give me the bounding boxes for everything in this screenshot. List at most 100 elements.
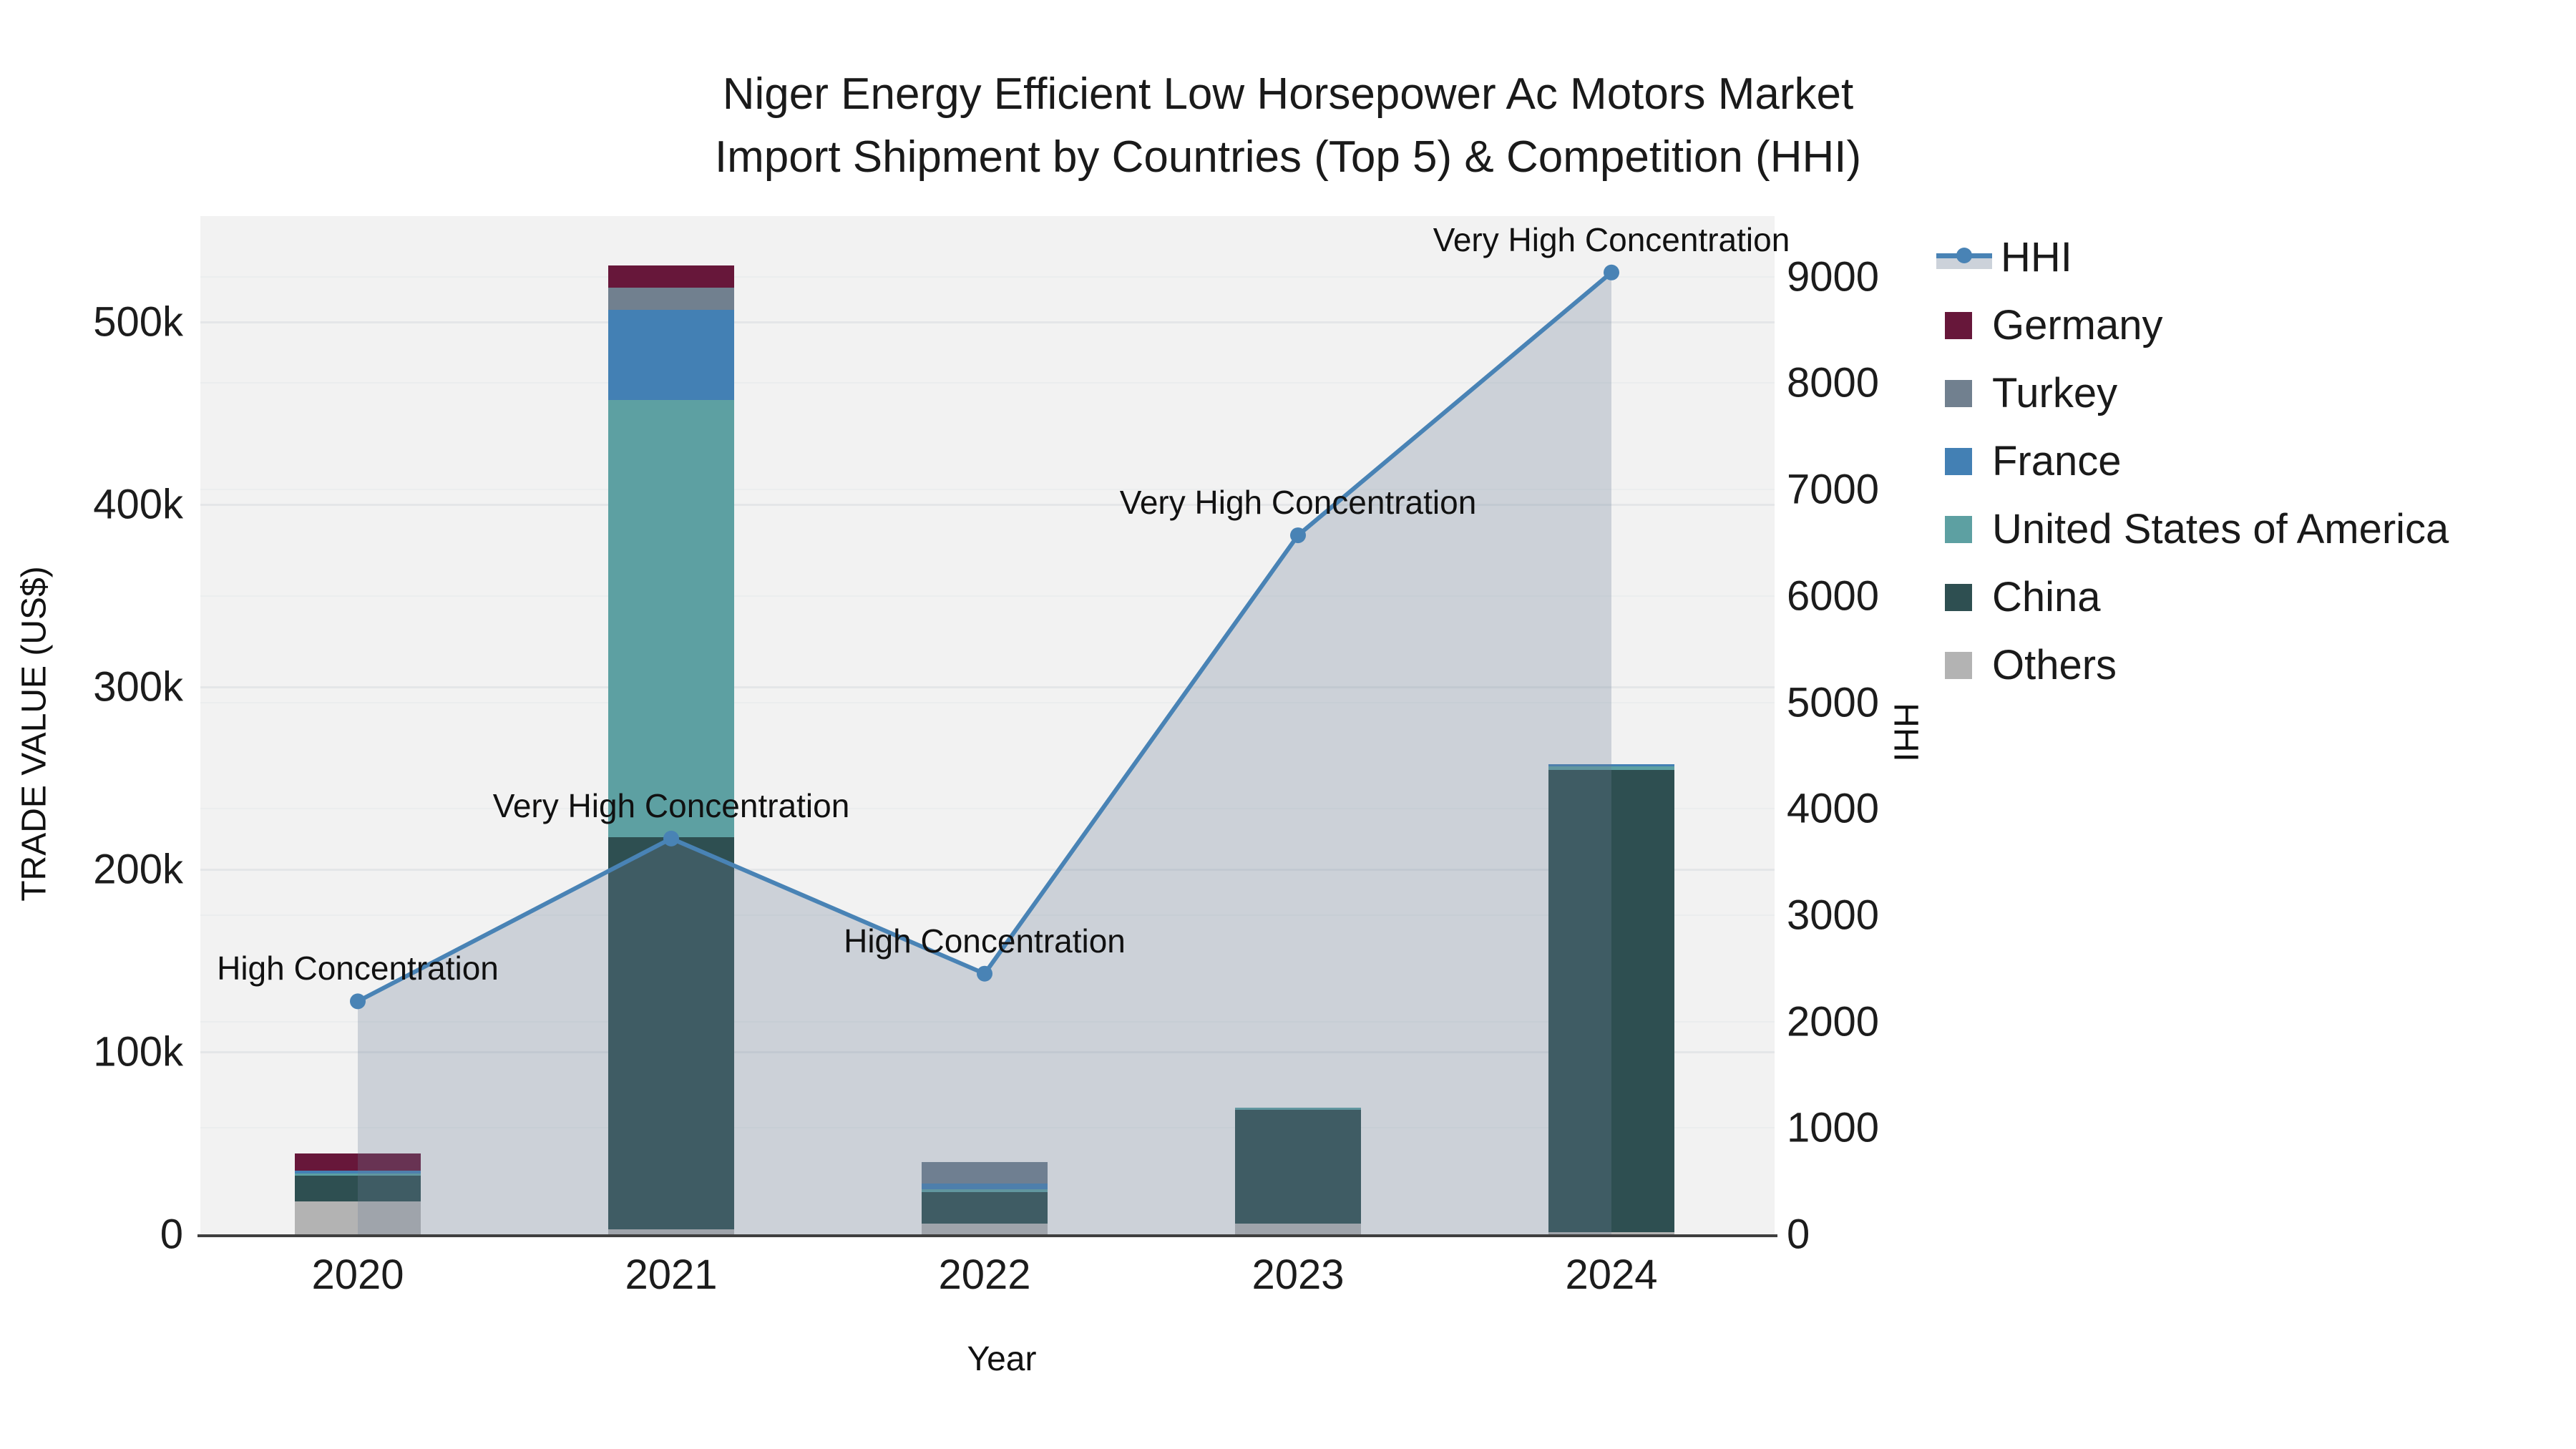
plot-area (200, 216, 1775, 1234)
legend-label-turkey: Turkey (1992, 370, 2118, 416)
bar-2021-united-states-of-america (608, 400, 734, 837)
legend-swatch-turkey (1945, 379, 1972, 407)
gridline-hhi-2000 (200, 1020, 1775, 1023)
bar-2023-china (1235, 1109, 1361, 1224)
legend-label-hhi: HHI (2001, 234, 2072, 280)
legend-item-united-states-of-america[interactable]: United States of America (1936, 495, 2566, 563)
bar-2021-china (608, 836, 734, 1230)
legend-label-france: France (1992, 438, 2122, 484)
y2-tick-2000: 2000 (1787, 998, 1880, 1045)
bar-2021-turkey (608, 288, 734, 311)
bar-2020-france (295, 1171, 421, 1174)
bar-2021-germany (608, 265, 734, 288)
hhi-marker-2021 (663, 830, 679, 847)
y2-tick-1000: 1000 (1787, 1104, 1880, 1151)
legend-item-germany[interactable]: Germany (1936, 291, 2566, 359)
bar-2020-germany (295, 1153, 421, 1171)
bar-2020-united-states-of-america (295, 1173, 421, 1176)
y2-tick-9000: 9000 (1787, 253, 1880, 301)
x-axis-line (197, 1234, 1777, 1237)
gridline-hhi-6000 (200, 595, 1775, 597)
legend-label-germany: Germany (1992, 302, 2163, 348)
hhi-area-fill (358, 272, 1611, 1234)
y1-tick-100k: 100k (93, 1028, 183, 1075)
legend-item-china[interactable]: China (1936, 563, 2566, 631)
y1-tick-400k: 400k (93, 481, 183, 528)
bar-2022-turkey (922, 1162, 1048, 1184)
bar-2024-france (1548, 764, 1674, 767)
hhi-line-swatch-icon (1936, 240, 1992, 275)
x-tick-2020: 2020 (311, 1252, 404, 1298)
chart-title-line1: Niger Energy Efficient Low Horsepower Ac… (722, 69, 1854, 119)
x-axis-title: Year (967, 1340, 1037, 1378)
x-tick-2022: 2022 (938, 1252, 1031, 1298)
gridline-hhi-9000 (200, 275, 1775, 278)
bar-2022-united-states-of-america (922, 1189, 1048, 1193)
legend-label-others: Others (1992, 642, 2117, 688)
gridline-hhi-4000 (200, 808, 1775, 810)
hhi-marker-2022 (977, 965, 992, 982)
legend-item-france[interactable]: France (1936, 427, 2566, 495)
chart-title: Niger Energy Efficient Low Horsepower Ac… (572, 63, 2004, 189)
bar-2022-china (922, 1192, 1048, 1224)
chart-title-line2: Import Shipment by Countries (Top 5) & C… (714, 132, 1862, 182)
legend-swatch-china (1945, 583, 1972, 611)
gridline-400k (200, 503, 1775, 506)
legend-swatch-others (1945, 651, 1972, 679)
y2-tick-0: 0 (1787, 1211, 1810, 1258)
annotation-2021: Very High Concentration (492, 786, 850, 824)
legend-item-hhi[interactable]: HHI (1936, 223, 2566, 291)
bar-2024-united-states-of-america (1548, 766, 1674, 771)
legend: HHI Germany Turkey France United States of A… (1936, 223, 2566, 699)
gridline-300k (200, 686, 1775, 688)
gridline-hhi-5000 (200, 701, 1775, 703)
legend-swatch-france (1945, 447, 1972, 475)
bar-2022-france (922, 1184, 1048, 1189)
bar-2021-others (608, 1229, 734, 1234)
bar-2022-others (922, 1223, 1048, 1234)
x-tick-2024: 2024 (1565, 1252, 1658, 1298)
gridline-500k (200, 321, 1775, 323)
y2-tick-8000: 8000 (1787, 359, 1880, 406)
hhi-marker-2020 (350, 993, 366, 1010)
bar-2020-others (295, 1201, 421, 1234)
annotation-2020: High Concentration (217, 950, 499, 987)
hhi-marker-2023 (1290, 527, 1306, 544)
gridline-hhi-1000 (200, 1127, 1775, 1129)
gridline-200k (200, 868, 1775, 871)
legend-label-united-states-of-america: United States of America (1992, 506, 2449, 552)
y2-tick-6000: 6000 (1787, 572, 1880, 620)
gridline-hhi-8000 (200, 382, 1775, 384)
legend-item-turkey[interactable]: Turkey (1936, 359, 2566, 427)
y2-axis-title: HHI (1886, 703, 1925, 762)
gridline-hhi-7000 (200, 489, 1775, 491)
hhi-marker-2024 (1604, 264, 1619, 280)
legend-swatch-united-states-of-america (1945, 515, 1972, 543)
annotation-2024: Very High Concentration (1433, 220, 1790, 258)
gridline-100k (200, 1050, 1775, 1053)
bar-2023-united-states-of-america (1235, 1108, 1361, 1110)
hhi-fill-band (1936, 257, 1992, 269)
bar-2020-china (295, 1175, 421, 1202)
y1-tick-300k: 300k (93, 663, 183, 711)
legend-label-china: China (1992, 574, 2101, 620)
x-tick-2021: 2021 (625, 1252, 718, 1298)
hhi-line-layer (350, 264, 1619, 1234)
legend-swatch-germany (1945, 311, 1972, 339)
y1-tick-500k: 500k (93, 298, 183, 346)
y1-tick-0: 0 (160, 1211, 183, 1258)
y2-tick-7000: 7000 (1787, 466, 1880, 513)
y2-tick-3000: 3000 (1787, 892, 1880, 939)
annotation-2023: Very High Concentration (1119, 484, 1477, 522)
x-tick-2023: 2023 (1252, 1252, 1345, 1298)
gridline-hhi-3000 (200, 914, 1775, 916)
y2-tick-4000: 4000 (1787, 785, 1880, 832)
y2-tick-5000: 5000 (1787, 679, 1880, 726)
bar-2024-others (1548, 1232, 1674, 1234)
bar-2023-others (1235, 1223, 1361, 1234)
bar-2024-china (1548, 770, 1674, 1233)
annotation-2022: High Concentration (844, 922, 1126, 960)
y1-tick-200k: 200k (93, 846, 183, 893)
legend-item-others[interactable]: Others (1936, 631, 2566, 699)
